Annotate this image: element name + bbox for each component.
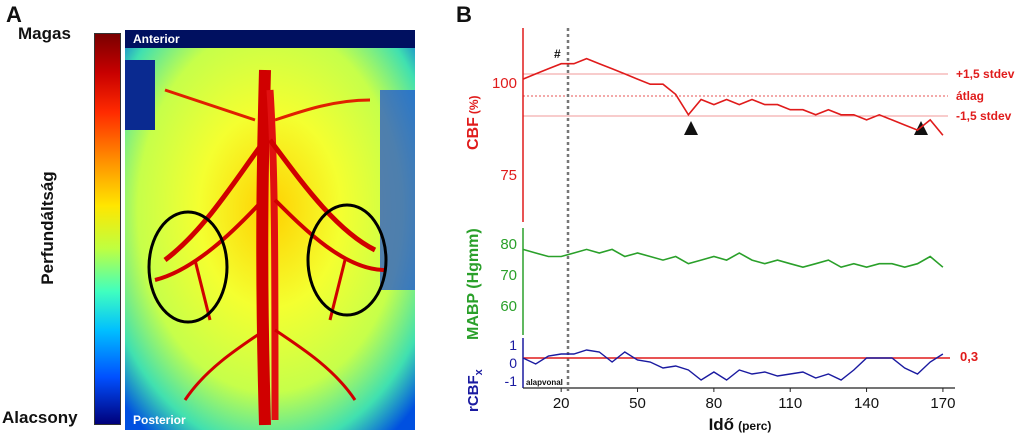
baseline-label: alapvonal — [526, 378, 563, 387]
panel-a-letter: A — [6, 2, 22, 27]
mabp-ylabel: MABP (Hgmm) — [465, 228, 482, 340]
perfusion-colorbar — [94, 33, 121, 425]
rcbf-tick-1: 1 — [509, 337, 517, 353]
image-bottom-label: Posterior — [133, 413, 186, 427]
image-top-label: Anterior — [133, 32, 180, 46]
mabp-tick-80: 80 — [500, 236, 517, 253]
cbf-tick-75: 75 — [500, 167, 517, 184]
cbf-ylabel: CBF(%) — [465, 95, 482, 150]
rcbf-tick-0: 0 — [509, 355, 517, 371]
cbf-tick-100: 100 — [492, 75, 517, 92]
mabp-tick-70: 70 — [500, 267, 517, 284]
rcbf-threshold-label: 0,3 — [960, 349, 978, 364]
scale-high-label: Magas — [18, 24, 71, 43]
scale-low-label: Alacsony — [2, 408, 78, 427]
hash-marker: # — [554, 47, 561, 61]
x-axis-label: Idő (perc) — [709, 415, 772, 434]
rcbf-series-line — [522, 349, 944, 381]
roi-left-ellipse — [147, 210, 229, 324]
x-tick-label: 110 — [778, 395, 802, 412]
perfusion-map-image: Anterior Posterior — [125, 30, 415, 430]
roi-right-ellipse — [306, 203, 388, 317]
scale-title: Perfundáltság — [38, 171, 57, 285]
x-tick-label: 20 — [553, 395, 570, 412]
cbf-mean-label: átlag — [956, 89, 984, 103]
rcbf-ylabel: rCBFx — [465, 368, 485, 412]
x-tick-label: 140 — [854, 395, 879, 412]
panel-b-chart: CBF(%) MABP (Hgmm) rCBFx 100 75 80 70 60… — [465, 28, 1015, 434]
x-tick-label: 170 — [930, 395, 955, 412]
mabp-series-line — [522, 248, 944, 269]
x-tick-label: 80 — [706, 395, 723, 412]
cbf-lower-label: -1,5 stdev — [956, 109, 1012, 123]
cbf-upper-label: +1,5 stdev — [956, 67, 1015, 81]
rcbf-tick-neg1: -1 — [505, 373, 518, 389]
x-tick-label: 50 — [629, 395, 646, 412]
mabp-tick-60: 60 — [500, 298, 517, 315]
dip-arrowhead-1 — [684, 121, 698, 135]
cbf-series-line — [522, 57, 944, 136]
panel-b-letter: B — [456, 2, 472, 27]
